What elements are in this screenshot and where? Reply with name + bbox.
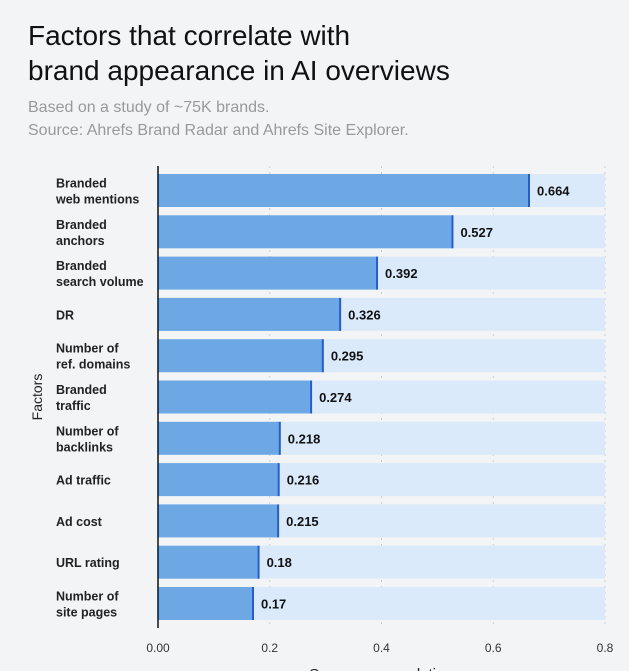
value-label: 0.215 bbox=[286, 514, 319, 529]
x-tick-label: 0.00 bbox=[146, 641, 170, 655]
y-axis-label: Factors bbox=[29, 374, 45, 421]
value-label: 0.274 bbox=[319, 390, 352, 405]
category-label: search volume bbox=[56, 275, 144, 289]
bar bbox=[158, 421, 280, 455]
bar bbox=[158, 504, 279, 538]
category-label: Branded bbox=[56, 218, 107, 232]
x-axis-label: Spearman correlation bbox=[309, 666, 452, 671]
category-label: Branded bbox=[56, 259, 107, 273]
title-line-1: Factors that correlate with bbox=[28, 20, 351, 51]
value-label: 0.392 bbox=[385, 266, 418, 281]
category-label: site pages bbox=[56, 606, 117, 620]
bar bbox=[158, 545, 259, 579]
x-tick-label: 0.2 bbox=[261, 641, 278, 655]
x-tick-label: 0.8 bbox=[597, 641, 614, 655]
category-label: Branded bbox=[56, 383, 107, 397]
value-label: 0.664 bbox=[537, 184, 570, 199]
category-label: ref. domains bbox=[56, 358, 130, 372]
x-tick-label: 0.4 bbox=[373, 641, 390, 655]
bar bbox=[158, 174, 530, 207]
value-label: 0.17 bbox=[261, 597, 286, 612]
bar bbox=[158, 587, 253, 620]
bar bbox=[158, 297, 341, 331]
x-tick-label: 0.6 bbox=[485, 641, 502, 655]
category-label: web mentions bbox=[55, 193, 139, 207]
category-label: backlinks bbox=[56, 440, 113, 454]
category-label: DR bbox=[56, 308, 74, 322]
value-label: 0.216 bbox=[287, 473, 320, 488]
subtitle-line-2: Source: Ahrefs Brand Radar and Ahrefs Si… bbox=[28, 122, 409, 139]
title-line-2: brand appearance in AI overviews bbox=[28, 55, 450, 86]
category-label: Ad traffic bbox=[56, 474, 111, 488]
chart-title: Factors that correlate with brand appeara… bbox=[28, 18, 450, 88]
category-label: Branded bbox=[56, 177, 107, 191]
bar bbox=[158, 256, 378, 290]
bar bbox=[158, 463, 279, 497]
category-label: traffic bbox=[56, 399, 91, 413]
value-label: 0.295 bbox=[331, 349, 364, 364]
category-label: Number of bbox=[56, 590, 119, 604]
bar bbox=[158, 339, 323, 373]
value-label: 0.326 bbox=[348, 307, 381, 322]
chart-subtitle: Based on a study of ~75K brands. Source: … bbox=[28, 96, 409, 142]
value-label: 0.18 bbox=[267, 555, 292, 570]
category-label: Number of bbox=[56, 424, 119, 438]
category-label: Number of bbox=[56, 342, 119, 356]
value-label: 0.218 bbox=[288, 431, 321, 446]
value-label: 0.527 bbox=[460, 225, 493, 240]
category-label: URL rating bbox=[56, 556, 120, 570]
category-label: Ad cost bbox=[56, 515, 103, 529]
subtitle-line-1: Based on a study of ~75K brands. bbox=[28, 99, 270, 116]
bar bbox=[158, 380, 312, 414]
bar bbox=[158, 215, 453, 249]
category-label: anchors bbox=[56, 234, 105, 248]
